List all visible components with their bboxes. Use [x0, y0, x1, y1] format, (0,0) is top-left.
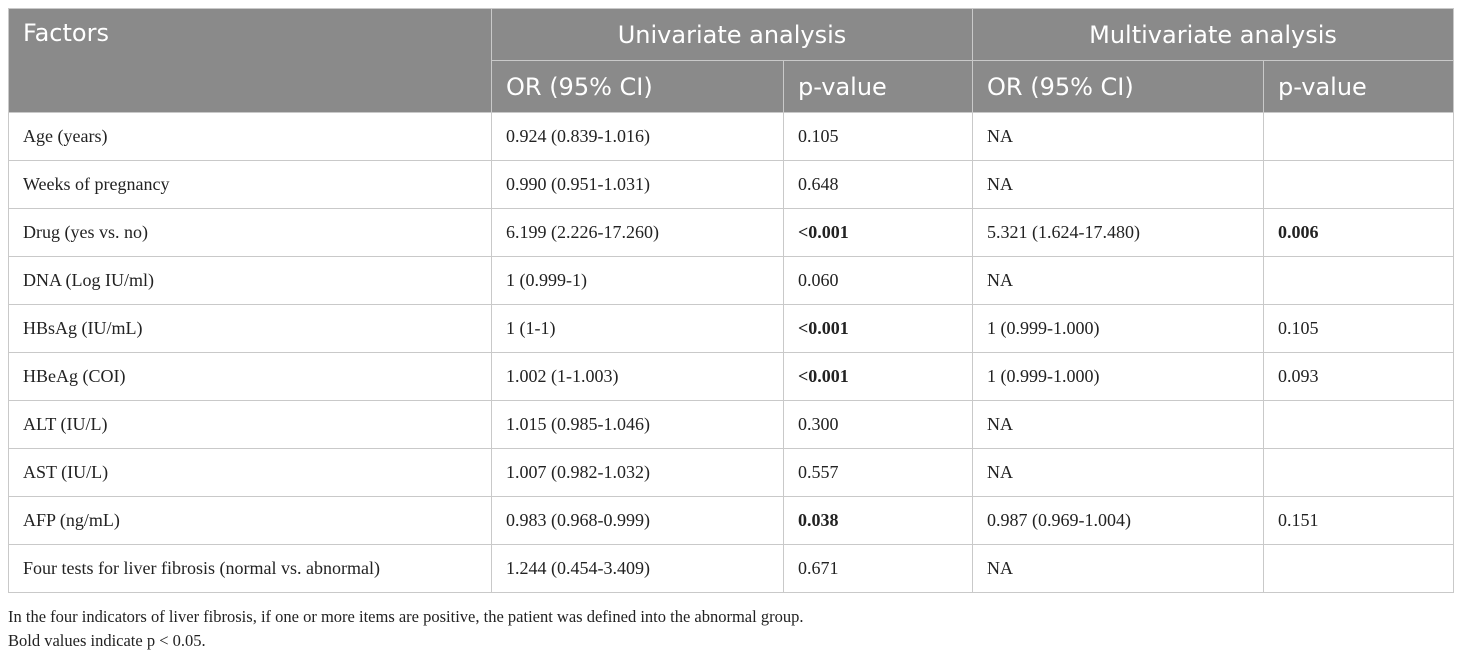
- table-row: AST (IU/L) 1.007 (0.982-1.032) 0.557 NA: [8, 448, 1455, 497]
- table-row: Four tests for liver fibrosis (normal vs…: [8, 544, 1455, 593]
- results-table-container: Factors Univariate analysis Multivariate…: [8, 8, 1455, 593]
- uni-p-cell: <0.001: [782, 304, 974, 353]
- header-factors: Factors: [8, 8, 492, 113]
- header-uni-p: p-value: [782, 60, 974, 113]
- uni-or-cell: 1 (0.999-1): [491, 256, 784, 305]
- multi-or-cell: 5.321 (1.624-17.480): [972, 208, 1265, 257]
- uni-or-cell: 1.002 (1-1.003): [491, 352, 784, 401]
- multi-or-cell: NA: [972, 448, 1265, 497]
- factor-cell: ALT (IU/L): [8, 400, 492, 449]
- table-row: AFP (ng/mL) 0.983 (0.968-0.999) 0.038 0.987…: [8, 496, 1455, 545]
- uni-or-cell: 0.983 (0.968-0.999): [491, 496, 784, 545]
- multi-p-cell: [1263, 448, 1455, 497]
- uni-or-cell: 1.244 (0.454-3.409): [491, 544, 784, 593]
- table-header: Factors Univariate analysis Multivariate…: [8, 8, 1455, 113]
- header-univariate: Univariate analysis: [490, 8, 974, 61]
- factor-cell: Four tests for liver fibrosis (normal vs…: [8, 544, 492, 593]
- factor-cell: Age (years): [8, 112, 492, 161]
- multi-p-cell: [1263, 256, 1455, 305]
- table-body: Age (years) 0.924 (0.839-1.016) 0.105 NA Wee…: [8, 112, 1455, 593]
- uni-or-cell: 1.007 (0.982-1.032): [491, 448, 784, 497]
- multi-or-cell: 1 (0.999-1.000): [972, 352, 1265, 401]
- multi-or-cell: NA: [972, 400, 1265, 449]
- table-row: DNA (Log IU/ml) 1 (0.999-1) 0.060 NA: [8, 256, 1455, 305]
- table-footnotes: In the four indicators of liver fibrosis…: [8, 605, 803, 653]
- uni-p-cell: 0.038: [782, 496, 974, 545]
- factor-cell: AFP (ng/mL): [8, 496, 492, 545]
- uni-or-cell: 1 (1-1): [491, 304, 784, 353]
- multi-or-cell: NA: [972, 112, 1265, 161]
- multi-or-cell: NA: [972, 256, 1265, 305]
- header-multivariate: Multivariate analysis: [972, 8, 1455, 61]
- table-row: HBeAg (COI) 1.002 (1-1.003) <0.001 1 (0.999…: [8, 352, 1455, 401]
- uni-p-cell: 0.060: [782, 256, 974, 305]
- multi-p-cell: [1263, 400, 1455, 449]
- multi-or-cell: NA: [972, 544, 1265, 593]
- multi-p-cell: 0.151: [1263, 496, 1455, 545]
- regression-table: Factors Univariate analysis Multivariate…: [8, 8, 1455, 593]
- table-row: ALT (IU/L) 1.015 (0.985-1.046) 0.300 NA: [8, 400, 1455, 449]
- factor-cell: Weeks of pregnancy: [8, 160, 492, 209]
- uni-or-cell: 1.015 (0.985-1.046): [491, 400, 784, 449]
- multi-p-cell: [1263, 160, 1455, 209]
- multi-p-cell: 0.093: [1263, 352, 1455, 401]
- table-row: Drug (yes vs. no) 6.199 (2.226-17.260) <0.…: [8, 208, 1455, 257]
- table-row: HBsAg (IU/mL) 1 (1-1) <0.001 1 (0.999-1.000…: [8, 304, 1455, 353]
- table-row: Weeks of pregnancy 0.990 (0.951-1.031) 0.6…: [8, 160, 1455, 209]
- multi-or-cell: NA: [972, 160, 1265, 209]
- factor-cell: AST (IU/L): [8, 448, 492, 497]
- uni-p-cell: 0.300: [782, 400, 974, 449]
- uni-p-cell: 0.557: [782, 448, 974, 497]
- factor-cell: Drug (yes vs. no): [8, 208, 492, 257]
- table-row: Age (years) 0.924 (0.839-1.016) 0.105 NA: [8, 112, 1455, 161]
- footnote-fibrosis: In the four indicators of liver fibrosis…: [8, 607, 804, 626]
- footnote-bold: Bold values indicate p < 0.05.: [8, 631, 206, 650]
- header-multi-p: p-value: [1263, 60, 1455, 113]
- factor-cell: HBeAg (COI): [8, 352, 492, 401]
- multi-p-cell: 0.105: [1263, 304, 1455, 353]
- uni-or-cell: 0.990 (0.951-1.031): [491, 160, 784, 209]
- multi-p-cell: [1263, 544, 1455, 593]
- uni-p-cell: <0.001: [782, 352, 974, 401]
- multi-p-cell: 0.006: [1263, 208, 1455, 257]
- factor-cell: DNA (Log IU/ml): [8, 256, 492, 305]
- header-uni-or: OR (95% CI): [491, 60, 784, 113]
- multi-or-cell: 0.987 (0.969-1.004): [972, 496, 1265, 545]
- uni-or-cell: 6.199 (2.226-17.260): [491, 208, 784, 257]
- multi-p-cell: [1263, 112, 1455, 161]
- uni-or-cell: 0.924 (0.839-1.016): [491, 112, 784, 161]
- multi-or-cell: 1 (0.999-1.000): [972, 304, 1265, 353]
- uni-p-cell: 0.105: [782, 112, 974, 161]
- uni-p-cell: <0.001: [782, 208, 974, 257]
- uni-p-cell: 0.648: [782, 160, 974, 209]
- uni-p-cell: 0.671: [782, 544, 974, 593]
- header-multi-or: OR (95% CI): [972, 60, 1265, 113]
- factor-cell: HBsAg (IU/mL): [8, 304, 492, 353]
